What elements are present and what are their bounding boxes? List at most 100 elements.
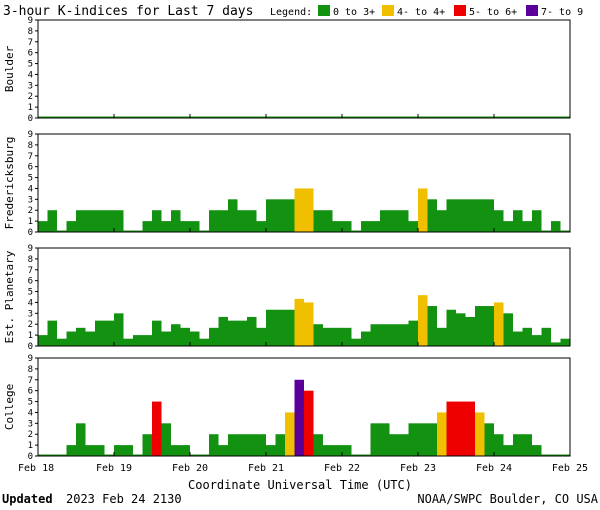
k-index-bar <box>532 210 542 232</box>
k-index-bar <box>76 116 86 118</box>
k-index-bar <box>180 116 190 118</box>
k-index-bar <box>399 324 409 346</box>
k-index-bar <box>503 445 513 456</box>
k-index-bar <box>484 199 494 232</box>
k-index-bar <box>370 116 380 118</box>
k-index-bar <box>142 221 152 232</box>
k-index-bar <box>408 116 418 118</box>
k-index-bar <box>513 116 523 118</box>
k-index-bar <box>133 230 143 232</box>
k-index-bar <box>370 221 380 232</box>
k-index-bar <box>228 320 238 346</box>
k-index-bar <box>180 327 190 346</box>
legend-entry-label: 5- to 6+ <box>469 7 517 18</box>
k-index-bar <box>180 221 190 232</box>
y-tick-label: 9 <box>28 16 33 26</box>
k-index-bar <box>285 116 295 118</box>
k-index-bar <box>408 320 418 346</box>
k-index-bar <box>66 116 76 118</box>
k-index-bar <box>95 116 105 118</box>
k-index-bar <box>256 434 266 456</box>
k-index-bar <box>332 327 342 346</box>
k-index-bar <box>123 338 133 346</box>
k-index-bar <box>304 116 314 118</box>
k-index-bar <box>104 320 114 346</box>
k-index-bar <box>465 199 475 232</box>
y-tick-label: 6 <box>28 163 33 173</box>
k-index-bar <box>114 116 124 118</box>
k-index-bar <box>332 445 342 456</box>
k-index-bar <box>399 116 409 118</box>
k-index-bar <box>285 309 295 346</box>
k-index-bar <box>408 221 418 232</box>
x-tick-label: Feb 19 <box>96 463 132 474</box>
k-index-bar <box>342 116 352 118</box>
k-index-bar <box>256 221 266 232</box>
k-index-bar <box>446 116 456 118</box>
k-index-bar <box>152 116 162 118</box>
k-index-bar <box>171 445 181 456</box>
panel-name: College <box>3 384 16 430</box>
k-index-bar <box>389 210 399 232</box>
k-index-bar <box>551 454 561 456</box>
k-index-bar <box>237 210 247 232</box>
legend-swatch <box>318 5 330 16</box>
k-index-bar <box>541 230 551 232</box>
y-tick-label: 5 <box>28 398 33 408</box>
k-index-bar <box>427 423 437 456</box>
k-index-bar <box>399 210 409 232</box>
y-tick-label: 2 <box>28 92 33 102</box>
k-index-bar <box>47 320 57 346</box>
footer-credit: NOAA/SWPC Boulder, CO USA <box>417 492 598 506</box>
k-index-bar <box>218 316 228 346</box>
k-index-bar <box>399 434 409 456</box>
k-index-bar <box>522 327 532 346</box>
k-index-bar <box>228 116 238 118</box>
k-index-bar <box>123 116 133 118</box>
k-index-bar <box>370 423 380 456</box>
k-index-bar <box>190 331 200 346</box>
k-index-bar <box>142 116 152 118</box>
k-index-bar <box>323 210 333 232</box>
k-index-bar <box>560 454 570 456</box>
k-index-bar <box>513 210 523 232</box>
y-tick-label: 1 <box>28 441 33 451</box>
k-index-bar <box>361 116 371 118</box>
k-index-bar <box>38 335 48 346</box>
k-index-bar <box>57 338 67 346</box>
k-index-bar <box>380 210 390 232</box>
k-index-bar <box>380 116 390 118</box>
k-index-bar <box>190 221 200 232</box>
k-index-bar <box>57 230 67 232</box>
k-index-bar <box>351 338 361 346</box>
k-index-bar <box>275 199 285 232</box>
k-index-bar <box>332 116 342 118</box>
y-tick-label: 0 <box>28 452 33 462</box>
k-index-bar <box>76 423 86 456</box>
y-tick-label: 0 <box>28 114 33 124</box>
k-index-bar <box>503 313 513 346</box>
k-index-bar <box>38 116 48 118</box>
legend-entry-label: 7- to 9 <box>541 7 583 18</box>
k-index-bar <box>247 116 257 118</box>
k-index-bar <box>247 434 257 456</box>
k-index-bar <box>437 116 447 118</box>
k-index-bar <box>551 221 561 232</box>
updated-value: 2023 Feb 24 2130 <box>66 492 182 506</box>
k-index-bar <box>38 221 48 232</box>
k-index-bar <box>161 116 171 118</box>
x-tick-label: Feb 25 <box>552 463 588 474</box>
k-index-bar <box>47 116 57 118</box>
y-tick-label: 4 <box>28 408 33 418</box>
legend-entry-label: 4- to 4+ <box>397 7 445 18</box>
k-index-bar <box>427 306 437 346</box>
y-tick-label: 6 <box>28 387 33 397</box>
k-index-bar <box>361 221 371 232</box>
k-index-bar <box>513 434 523 456</box>
k-index-bar <box>104 210 114 232</box>
k-index-bar <box>437 210 447 232</box>
y-tick-label: 8 <box>28 255 33 265</box>
y-tick-label: 7 <box>28 266 33 276</box>
